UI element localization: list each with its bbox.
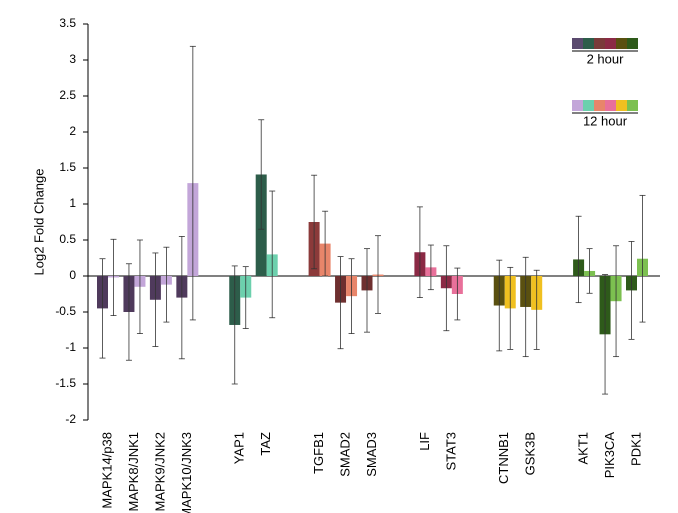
legend-swatch: [572, 38, 583, 49]
x-tick-label: CTNNB1: [496, 432, 511, 484]
legend-swatch: [605, 100, 616, 111]
x-tick-label: GSK3B: [523, 432, 538, 475]
y-tick-label: 3.5: [59, 16, 76, 30]
x-tick-label: SMAD2: [337, 432, 352, 477]
legend-swatch: [627, 38, 638, 49]
x-tick-label: TAZ: [258, 432, 273, 456]
x-tick-label: PIK3CA: [602, 432, 617, 479]
x-tick-label: MAPK14/p38: [99, 432, 114, 509]
legend-swatch: [627, 100, 638, 111]
y-tick-label: 1.5: [59, 160, 76, 174]
x-tick-label: SMAD3: [364, 432, 379, 477]
y-tick-label: -1.5: [55, 376, 76, 390]
legend-swatch: [594, 100, 605, 111]
x-tick-label: MAPK8/JNK1: [126, 432, 141, 511]
y-tick-label: 3: [69, 52, 76, 66]
legend-swatch: [583, 100, 594, 111]
y-tick-label: 2: [69, 124, 76, 138]
y-tick-label: -2: [65, 412, 76, 426]
legend-label: 12 hour: [583, 113, 628, 128]
legend-swatch: [605, 38, 616, 49]
legend-swatch: [616, 38, 627, 49]
legend-swatch: [572, 100, 583, 111]
x-tick-label: AKT1: [576, 432, 591, 465]
y-axis-label: Log2 Fold Change: [31, 169, 46, 276]
x-tick-label: MAPK9/JNK2: [152, 432, 167, 511]
legend-swatch: [594, 38, 605, 49]
x-tick-label: PDK1: [628, 432, 643, 466]
y-tick-label: 2.5: [59, 88, 76, 102]
y-tick-label: 0.5: [59, 232, 76, 246]
x-tick-label: TGFB1: [311, 432, 326, 474]
legend-swatch: [616, 100, 627, 111]
legend-swatch: [583, 38, 594, 49]
y-tick-label: -1: [65, 340, 76, 354]
x-tick-label: MAPK10/JNK3: [179, 432, 194, 513]
x-tick-label: STAT3: [443, 432, 458, 471]
y-tick-label: -0.5: [55, 304, 76, 318]
x-tick-label: YAP1: [232, 432, 247, 464]
legend-label: 2 hour: [587, 51, 625, 66]
y-tick-label: 1: [69, 196, 76, 210]
x-tick-label: LIF: [417, 432, 432, 451]
y-tick-label: 0: [69, 268, 76, 282]
